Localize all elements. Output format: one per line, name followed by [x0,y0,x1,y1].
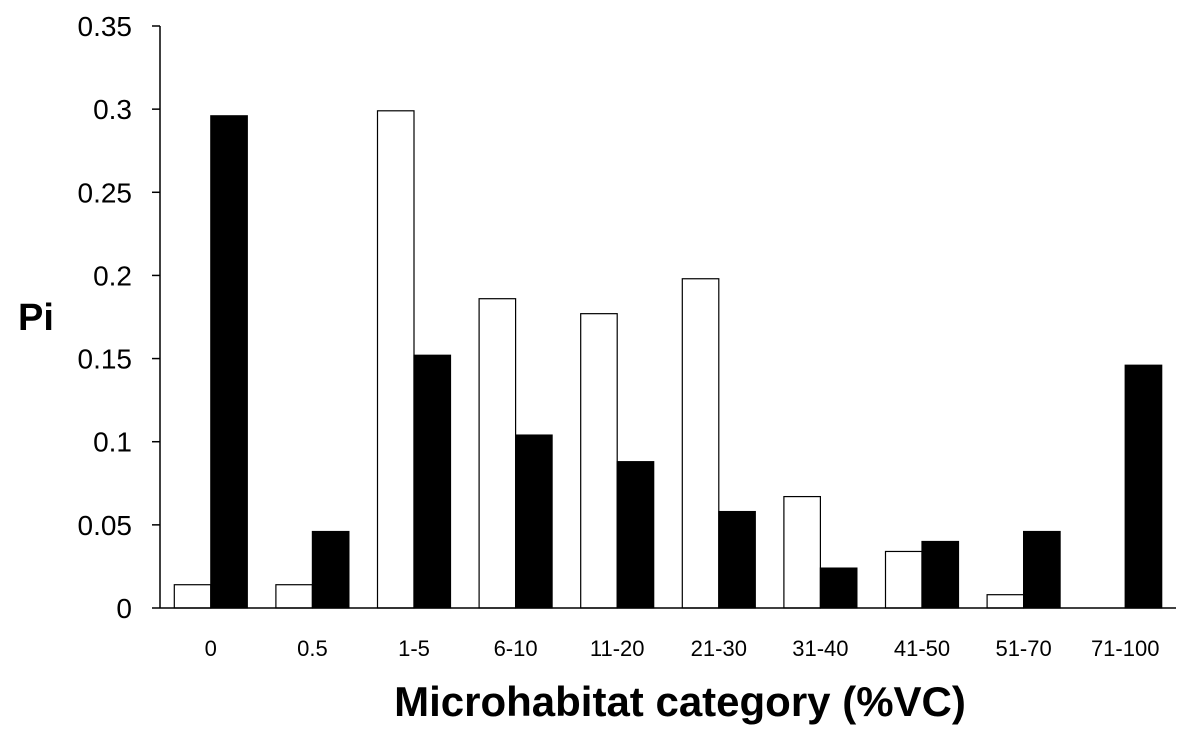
bar-series-2-0.5 [311,530,350,609]
x-category-label: 41-50 [894,636,950,661]
bar-series-2-31-40 [819,567,858,609]
bar-series-1-6-10 [478,298,517,609]
x-category-label: 1-5 [398,636,430,661]
y-tick-label: 0 [116,593,132,624]
y-tick-label: 0.15 [78,344,133,375]
bar-series-2-41-50 [921,540,960,609]
y-tick-label: 0.25 [78,177,133,208]
y-tick-label: 0.3 [93,94,132,125]
bar-series-1-11-20 [580,313,618,609]
bar-series-2-21-30 [718,510,756,609]
bar-series-1-21-30 [681,278,720,609]
bar-series-1-31-40 [783,495,822,609]
x-category-label: 31-40 [792,636,848,661]
bar-series-2-11-20 [616,461,655,609]
bar-series-1-51-70 [986,594,1025,609]
bar-series-1-0.5 [275,584,313,609]
x-axis-category-labels: 0 0.5 1-5 6-10 11-20 21-30 31-40 41-50 51-70 71-1… [205,636,1160,661]
x-axis-title: Microhabitat category (%VC) [394,678,966,725]
y-tick-label: 0.1 [93,427,132,458]
x-category-label: 21-30 [691,636,747,661]
x-category-label: 6-10 [494,636,538,661]
y-axis-title: Pi [18,297,54,339]
x-category-label: 51-70 [995,636,1051,661]
bar-series-1-0 [173,584,212,609]
y-axis-ticks: 0 0.05 0.1 0.15 0.2 0.25 0.3 0.35 [78,11,160,624]
y-tick-label: 0.05 [78,510,133,541]
y-tick-label: 0.35 [78,11,133,42]
x-category-label: 0 [205,636,217,661]
bars [173,110,1163,609]
bar-series-2-1-5 [413,354,452,609]
bar-series-2-6-10 [514,434,553,609]
x-category-label: 11-20 [590,636,645,661]
bar-series-2-0 [210,115,248,609]
bar-series-1-1-5 [376,110,415,609]
bar-series-2-51-70 [1022,530,1061,609]
x-category-label: 71-100 [1091,636,1160,661]
y-tick-label: 0.2 [93,260,132,291]
bar-series-1-41-50 [884,550,923,609]
x-category-label: 0.5 [297,636,328,661]
bar-series-2-71-100 [1124,364,1163,609]
